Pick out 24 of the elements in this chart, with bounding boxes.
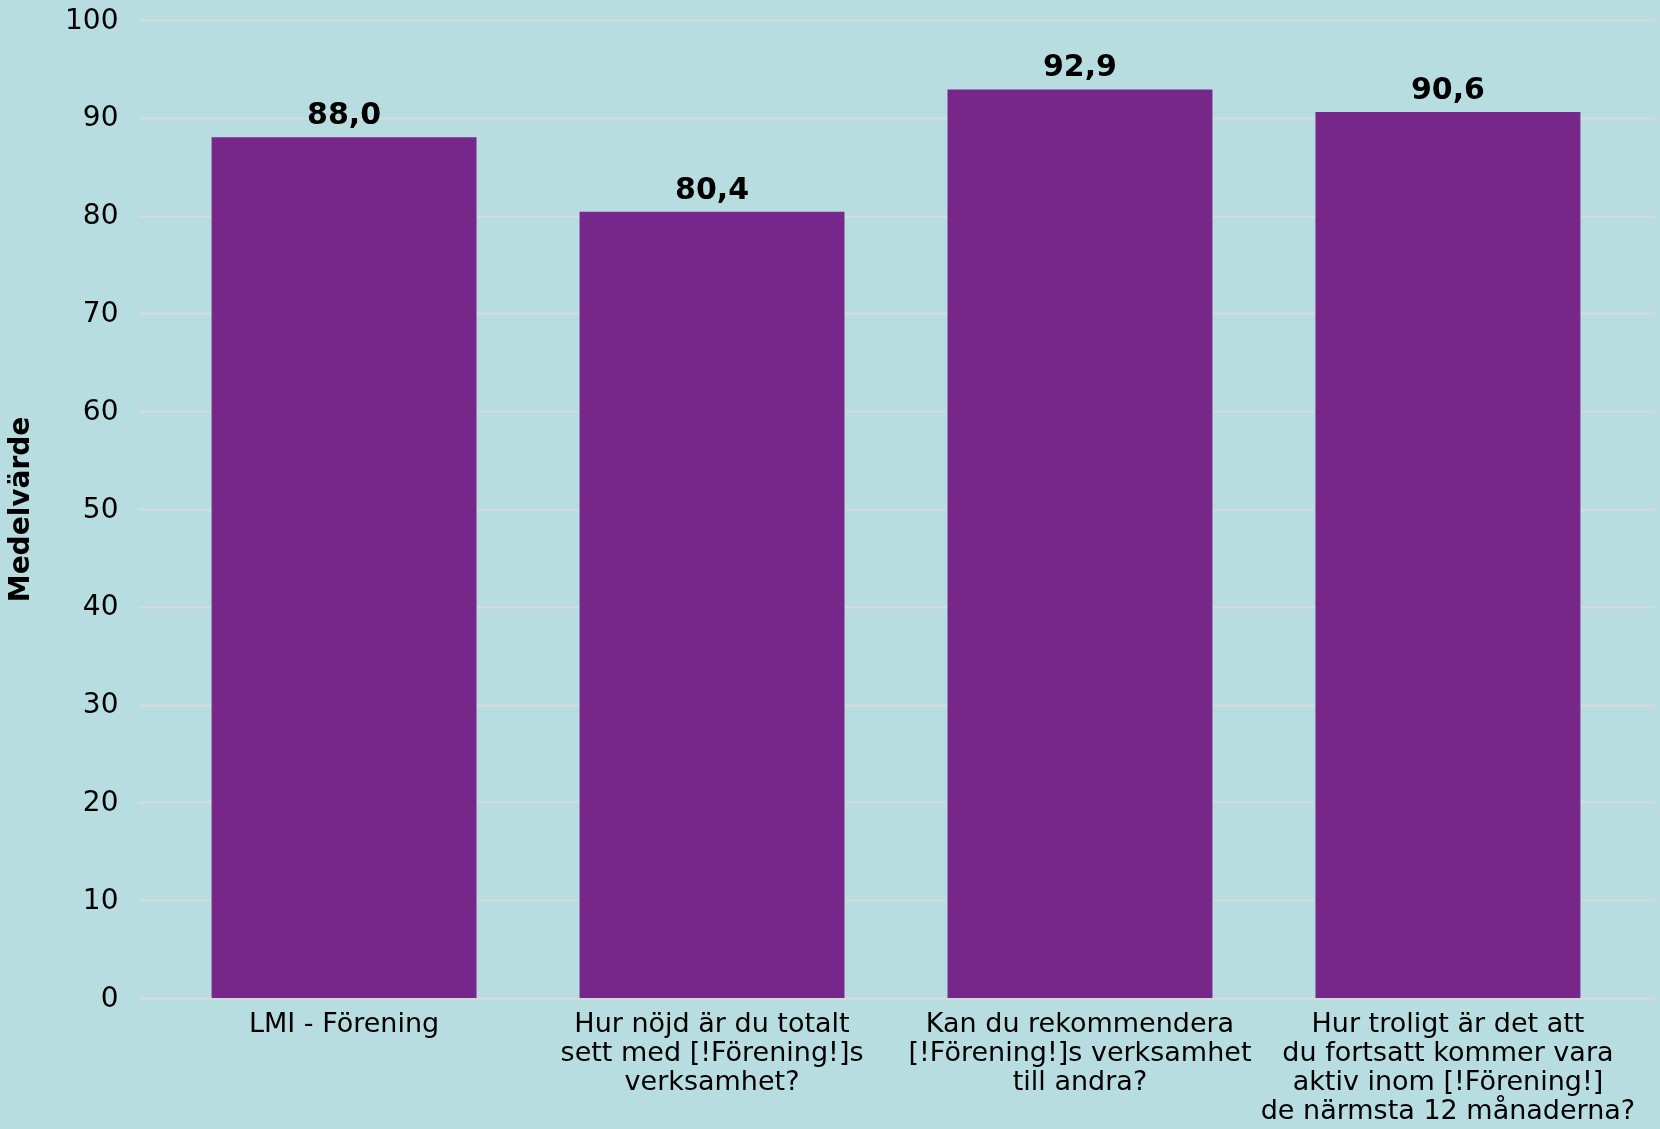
x-tick-label: Kan du rekommendera [!Förening!]s verksamhet till andra? bbox=[908, 1006, 1252, 1096]
bar bbox=[211, 137, 477, 998]
data-label: 90,6 bbox=[1410, 70, 1485, 106]
x-tick-label: Hur nöjd är du totalt sett med [!Förening!]s verksamhet? bbox=[560, 1006, 864, 1096]
y-tick-label: 70 bbox=[82, 295, 119, 329]
y-tick-label: 50 bbox=[82, 491, 119, 525]
y-tick-label: 80 bbox=[82, 198, 119, 232]
bar bbox=[579, 211, 845, 998]
y-tick-label: 20 bbox=[82, 784, 119, 818]
y-axis-title: Medelvärde bbox=[3, 416, 37, 603]
data-label: 80,4 bbox=[675, 170, 750, 206]
bar bbox=[947, 89, 1213, 998]
y-tick-label: 100 bbox=[65, 2, 119, 36]
y-tick-label: 90 bbox=[82, 100, 119, 134]
bar bbox=[1315, 111, 1581, 998]
y-tick-label: 60 bbox=[82, 393, 119, 427]
x-tick-label: Hur troligt är det att du fortsatt kommer vara aktiv inom [!Förening!] de närmsta 12 månaderna? bbox=[1260, 1006, 1636, 1125]
y-tick-label: 40 bbox=[82, 589, 119, 623]
y-tick-label: 30 bbox=[82, 687, 119, 721]
data-label: 88,0 bbox=[307, 96, 382, 132]
y-tick-label: 10 bbox=[82, 882, 119, 916]
y-tick-label: 0 bbox=[100, 980, 119, 1014]
x-tick-label: LMI - Förening bbox=[248, 1006, 440, 1038]
data-label: 92,9 bbox=[1042, 48, 1117, 84]
